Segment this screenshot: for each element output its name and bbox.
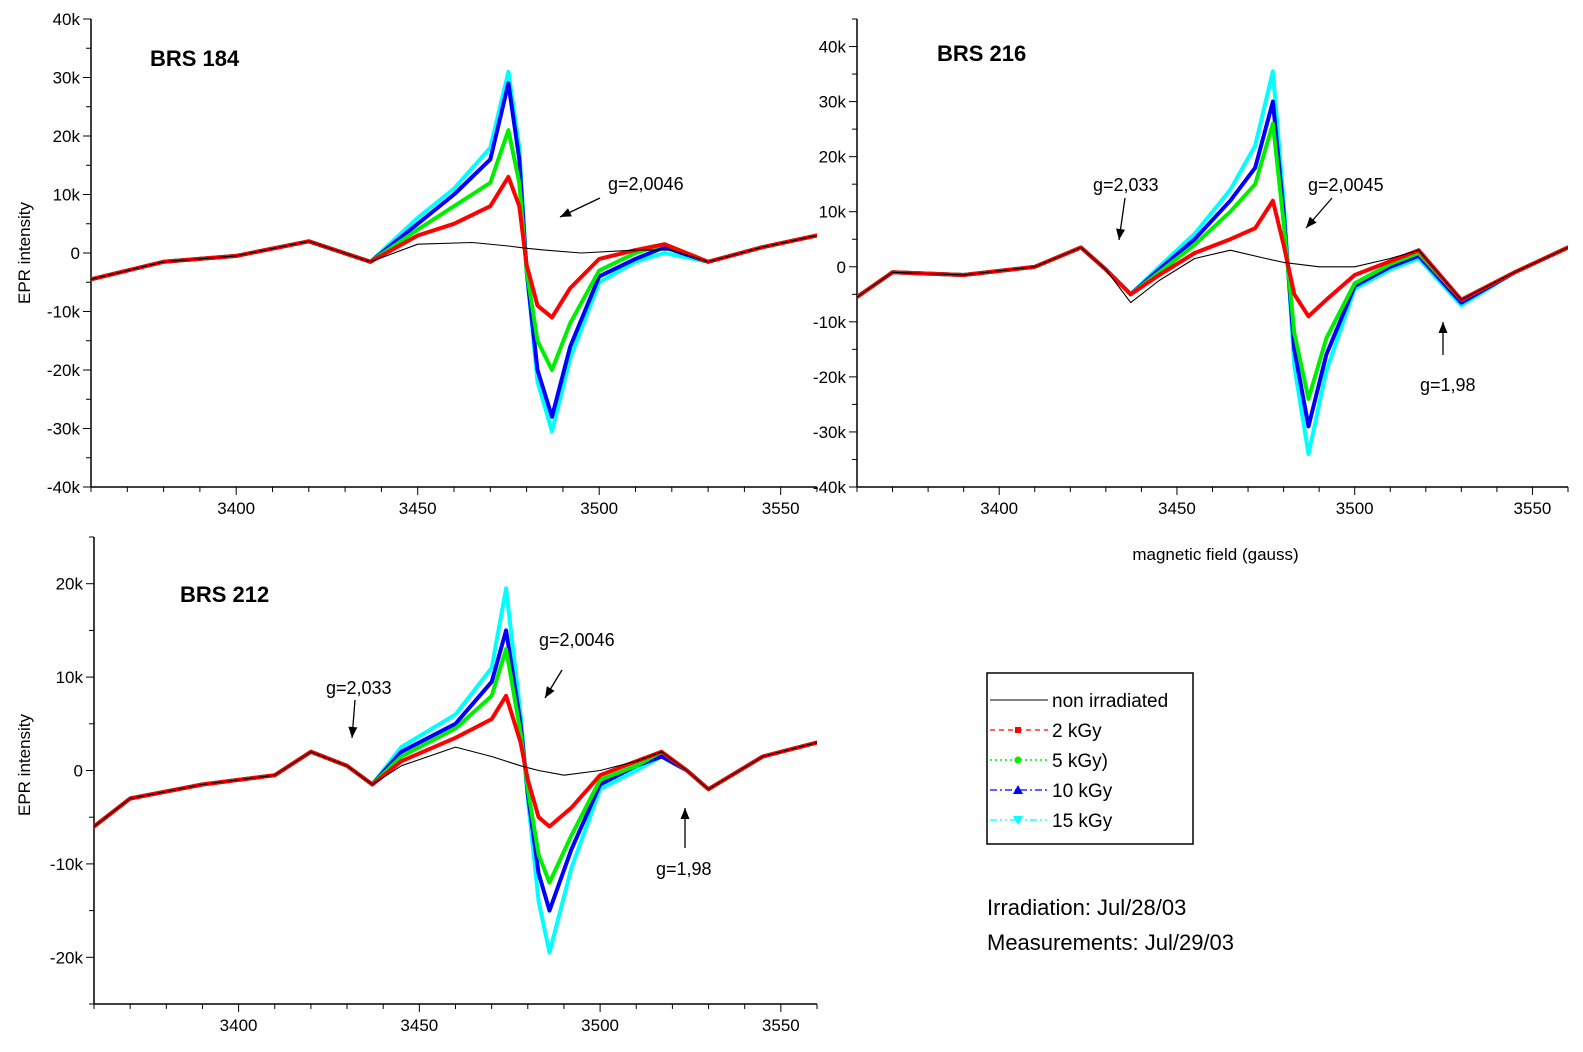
annotation-arrow-head — [1438, 322, 1448, 333]
y-axis-title: EPR intensity — [15, 201, 34, 304]
chart-panel-2: 3400 3450 3500 3550 -40k -30k -20k -10k 0 10k 20k 3… — [813, 18, 1569, 564]
y-tick-label: -20k — [47, 361, 81, 380]
annotation-arrow-head — [1306, 216, 1317, 228]
y-tick-label: 10k — [819, 203, 847, 222]
y-tick-label: 20k — [56, 575, 84, 594]
legend-label-15kgy: 15 kGy — [1052, 811, 1113, 832]
x-axis-title: magnetic field (gauss) — [1132, 545, 1298, 564]
series-line-non-irradiated — [857, 246, 1568, 304]
series-line-2kgy — [91, 174, 817, 320]
x-tick-label: 3550 — [1514, 499, 1552, 518]
chart-panels: 3400 3450 3500 3550-40k-30k-20k-10k010k20k3… — [15, 10, 1569, 1035]
y-tick-label: 10k — [56, 668, 84, 687]
y-tick-label: -10k — [813, 313, 847, 332]
chart-panel-3: 3400 3450 3500 3550 -20k -10k 0 10k 20k EPR inten… — [15, 536, 818, 1035]
x-tick-label: 3500 — [1336, 499, 1374, 518]
legend-label-10kgy: 10 kGy — [1052, 781, 1113, 802]
series-line-5kgy — [857, 121, 1568, 401]
legend-marker-2kgy — [1015, 727, 1021, 733]
measurement-date: Measurements: Jul/29/03 — [987, 930, 1234, 955]
x-tick-label: 3400 — [220, 1016, 258, 1035]
series-group — [857, 69, 1568, 456]
series-group — [94, 586, 817, 955]
y-tick-label: -20k — [50, 948, 84, 967]
x-tick-label: 3450 — [399, 499, 437, 518]
y-tick-label: -40k — [47, 478, 81, 497]
annotation-arrow-head — [348, 726, 358, 738]
legend-label-non-irradiated: non irradiated — [1052, 691, 1168, 712]
y-tick-label: 40k — [819, 38, 847, 57]
x-tick-label: 3500 — [580, 499, 618, 518]
annotation-arrow-head — [560, 208, 572, 217]
panel-title: BRS 212 — [180, 582, 269, 607]
g-factor-annotation: g=2,033 — [326, 678, 392, 698]
y-tick-label: -40k — [813, 478, 847, 497]
y-tick-label: -10k — [50, 855, 84, 874]
annotation-arrow-head — [545, 686, 555, 698]
legend-label-2kgy: 2 kGy — [1052, 721, 1102, 742]
series-line-15kgy — [91, 69, 817, 434]
y-tick-label: -10k — [47, 303, 81, 322]
y-tick-label: 0 — [71, 244, 80, 263]
y-tick-label: 30k — [53, 69, 81, 88]
y-tick-label: -30k — [813, 423, 847, 442]
series-line-5kgy — [94, 647, 817, 885]
x-tick-label: 3450 — [400, 1016, 438, 1035]
legend-entry-non-irradiated: non irradiated — [990, 691, 1168, 712]
y-tick-label: -30k — [47, 420, 81, 439]
y-tick-label: 40k — [53, 10, 81, 29]
y-tick-label: 20k — [819, 148, 847, 167]
g-factor-annotation: g=2,0045 — [1308, 175, 1384, 195]
legend-entry-5kgy: 5 kGy) — [990, 751, 1108, 772]
legend-entry-2kgy: 2 kGy — [990, 721, 1102, 742]
series-group — [91, 69, 817, 434]
y-tick-label: 0 — [837, 258, 846, 277]
legend-marker-10kgy — [1013, 785, 1023, 794]
legend-entry-15kgy: 15 kGy — [990, 811, 1113, 832]
legend-label-5kgy: 5 kGy) — [1052, 751, 1108, 772]
irradiation-date: Irradiation: Jul/28/03 — [987, 895, 1186, 920]
series-line-5kgy — [91, 128, 817, 372]
x-tick-label: 3400 — [980, 499, 1018, 518]
annotation-arrow-head — [1116, 228, 1126, 240]
annotation-arrow-head — [680, 808, 690, 819]
legend-box: non irradiated 2 kGy 5 kGy) 10 kGy 15 kG… — [986, 672, 1194, 845]
g-factor-annotation: g=1,98 — [656, 859, 712, 879]
y-tick-label: 20k — [53, 127, 81, 146]
x-tick-label: 3500 — [581, 1016, 619, 1035]
y-tick-label: 30k — [819, 93, 847, 112]
x-tick-label: 3400 — [217, 499, 255, 518]
legend-marker-5kgy — [1014, 756, 1022, 764]
g-factor-annotation: g=1,98 — [1420, 375, 1476, 395]
x-tick-label: 3450 — [1158, 499, 1196, 518]
panel-title: BRS 184 — [150, 46, 240, 71]
x-tick-label: 3550 — [762, 1016, 800, 1035]
series-line-15kgy — [857, 69, 1568, 456]
series-line-non-irradiated — [91, 234, 817, 280]
legend-marker-15kgy — [1013, 816, 1023, 825]
chart-panel-1: 3400 3450 3500 3550 -40k -30k -20k -10k 0 10k 20k 3… — [15, 10, 818, 518]
x-tick-label: 3550 — [762, 499, 800, 518]
y-tick-label: 0 — [74, 762, 83, 781]
y-axis-title: EPR intensity — [15, 713, 34, 816]
y-tick-label: 10k — [53, 186, 81, 205]
series-line-10kgy — [91, 81, 817, 419]
series-line-non-irradiated — [94, 741, 817, 828]
series-line-15kgy — [94, 586, 817, 955]
y-tick-label: -20k — [813, 368, 847, 387]
g-factor-annotation: g=2,0046 — [539, 630, 615, 650]
g-factor-annotation: g=2,0046 — [608, 174, 684, 194]
g-factor-annotation: g=2,033 — [1093, 175, 1159, 195]
panel-title: BRS 216 — [937, 41, 1026, 66]
legend-entry-10kgy: 10 kGy — [990, 781, 1113, 802]
